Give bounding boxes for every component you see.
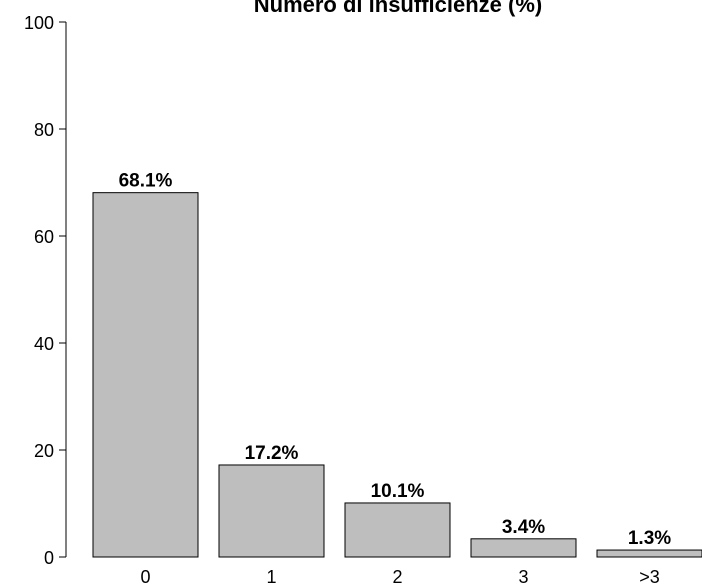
bar bbox=[470, 538, 577, 558]
bars: 68.1% 17.2% 10.1% 3.4% 1.3% bbox=[92, 171, 702, 558]
y-tick-label: 80 bbox=[34, 120, 54, 140]
y-tick-label: 0 bbox=[44, 548, 54, 568]
x-tick-label: 2 bbox=[392, 567, 402, 585]
chart-title: Numero di insufficienze (%) bbox=[254, 0, 542, 17]
bar-data-label: 3.4% bbox=[502, 517, 545, 538]
y-tick-label: 60 bbox=[34, 227, 54, 247]
bar bbox=[92, 192, 199, 558]
bar bbox=[596, 549, 702, 558]
x-axis-labels: 0 1 2 3 >3 bbox=[140, 567, 659, 585]
x-tick-label: 3 bbox=[518, 567, 528, 585]
bar-data-label: 10.1% bbox=[371, 481, 425, 502]
bar-data-label: 17.2% bbox=[245, 443, 299, 464]
x-tick-label: >3 bbox=[639, 567, 660, 585]
y-tick-label: 100 bbox=[24, 13, 54, 33]
bar-data-label: 68.1% bbox=[119, 171, 173, 192]
y-axis: 0 20 40 60 80 100 bbox=[24, 13, 67, 568]
x-tick-label: 0 bbox=[140, 567, 150, 585]
y-tick-label: 20 bbox=[34, 441, 54, 461]
y-tick-label: 40 bbox=[34, 334, 54, 354]
x-tick-label: 1 bbox=[266, 567, 276, 585]
bar bbox=[344, 502, 451, 558]
bar bbox=[218, 464, 325, 558]
bar-data-label: 1.3% bbox=[628, 528, 671, 549]
